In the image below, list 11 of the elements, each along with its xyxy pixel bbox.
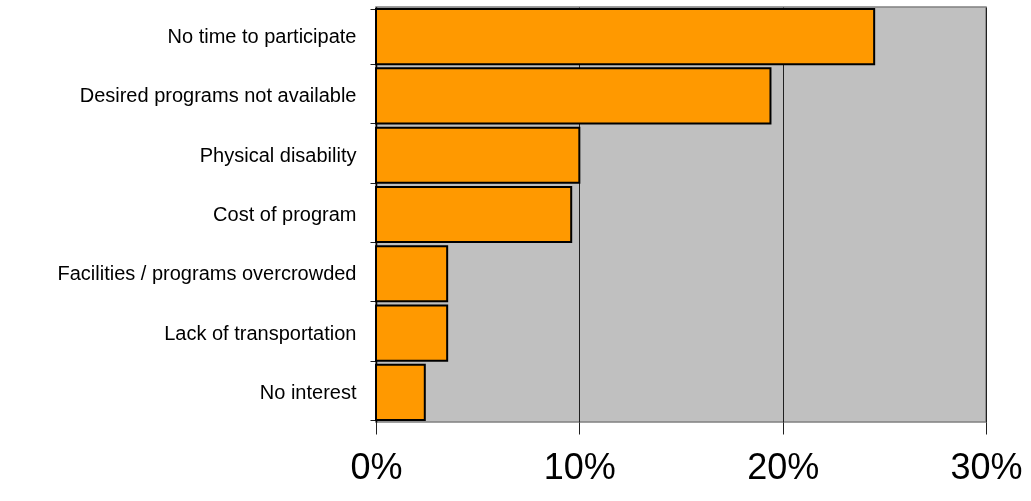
y-tick-label: Physical disability <box>199 143 357 166</box>
x-tick-label: 0% <box>350 445 403 487</box>
x-tick-label: 20% <box>747 445 820 487</box>
y-tick-label: Facilities / programs overcrowded <box>57 262 357 285</box>
y-tick-label: No interest <box>259 380 357 403</box>
y-tick-label: Lack of transportation <box>164 321 357 344</box>
y-tick-label: Desired programs not available <box>79 84 357 107</box>
y-tick-label: No time to participate <box>167 25 357 48</box>
x-tick-label: 10% <box>543 445 616 487</box>
x-tick-label: 30% <box>950 445 1023 487</box>
y-tick-label: Cost of program <box>213 203 357 225</box>
